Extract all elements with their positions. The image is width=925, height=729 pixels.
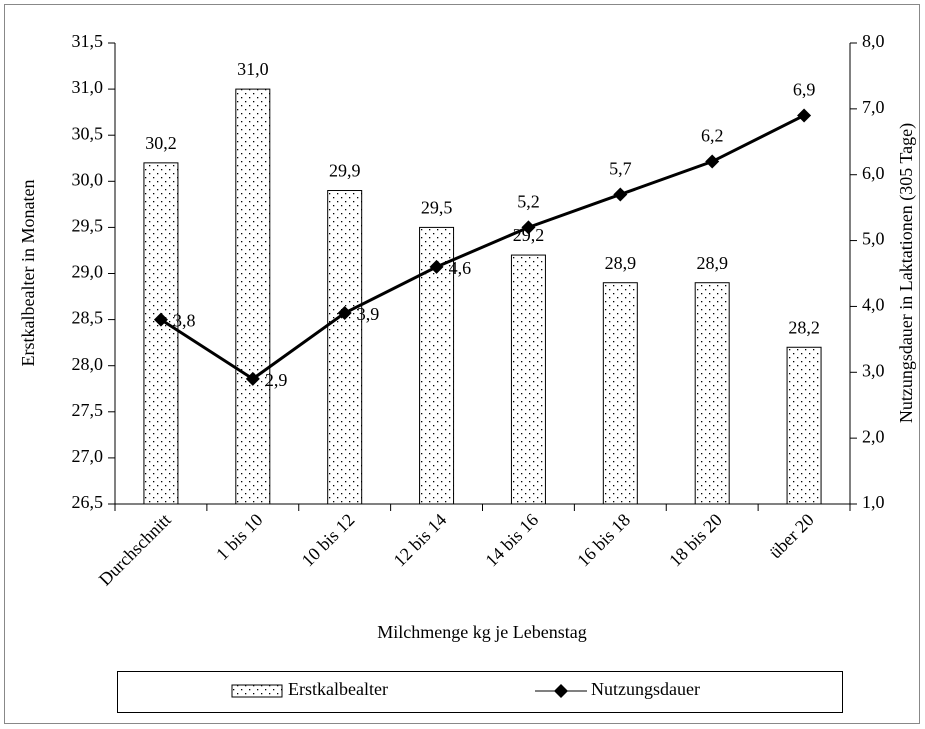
line-marker bbox=[797, 108, 812, 123]
y-tick-label: 27,5 bbox=[72, 400, 104, 420]
bar bbox=[694, 282, 730, 505]
y2-axis-title: Nutzungsdauer in Laktationen (305 Tage) bbox=[896, 123, 917, 423]
legend-marker bbox=[554, 684, 568, 698]
y2-tick-label: 7,0 bbox=[862, 97, 885, 117]
bar-value-label: 28,2 bbox=[788, 317, 820, 337]
line-marker bbox=[337, 306, 352, 321]
bar bbox=[327, 190, 363, 505]
bar-value-label: 31,0 bbox=[237, 59, 269, 79]
bar-value-label: 30,2 bbox=[145, 133, 177, 153]
legend bbox=[117, 671, 843, 713]
y-tick-label: 31,0 bbox=[72, 77, 104, 97]
y2-tick-label: 6,0 bbox=[862, 163, 885, 183]
line-marker bbox=[705, 154, 720, 169]
y-tick-label: 31,5 bbox=[72, 31, 104, 51]
y2-tick-label: 5,0 bbox=[862, 229, 885, 249]
y2-tick-label: 4,0 bbox=[862, 295, 885, 315]
y-tick-label: 26,5 bbox=[72, 492, 104, 512]
legend-label: Erstkalbealter bbox=[288, 679, 388, 699]
line bbox=[160, 114, 805, 381]
y2-tick-label: 1,0 bbox=[862, 492, 885, 512]
bar-value-label: 29,9 bbox=[329, 161, 361, 181]
line-marker bbox=[245, 371, 260, 386]
line-marker bbox=[521, 220, 536, 235]
x-axis-title: Milchmenge kg je Lebenstag bbox=[377, 622, 586, 642]
y2-tick-label: 2,0 bbox=[862, 426, 885, 446]
bar bbox=[510, 254, 546, 505]
bar-value-label: 29,5 bbox=[421, 198, 453, 218]
line-value-label: 2,9 bbox=[265, 370, 288, 390]
y-tick-label: 29,0 bbox=[72, 262, 104, 282]
chart-frame bbox=[4, 4, 920, 724]
y2-tick-label: 8,0 bbox=[862, 31, 885, 51]
bar bbox=[235, 88, 271, 505]
bar bbox=[143, 162, 179, 505]
y2-tick-label: 3,0 bbox=[862, 360, 885, 380]
y-axis-title: Erstkalbealter in Monaten bbox=[18, 180, 38, 367]
line-value-label: 5,2 bbox=[517, 192, 540, 212]
bar-value-label: 28,9 bbox=[605, 253, 637, 273]
y-tick-label: 27,0 bbox=[72, 446, 104, 466]
y-tick-label: 28,5 bbox=[72, 308, 104, 328]
bar bbox=[602, 282, 638, 505]
line-marker bbox=[429, 259, 444, 274]
legend-swatch bbox=[231, 684, 283, 698]
line-value-label: 3,9 bbox=[357, 304, 380, 324]
legend-label: Nutzungsdauer bbox=[591, 679, 700, 699]
bar-value-label: 28,9 bbox=[696, 253, 728, 273]
bar bbox=[786, 346, 822, 505]
line-marker bbox=[153, 312, 168, 327]
line-value-label: 4,6 bbox=[449, 258, 472, 278]
line-value-label: 5,7 bbox=[609, 159, 632, 179]
y-tick-label: 30,5 bbox=[72, 123, 104, 143]
line-value-label: 6,9 bbox=[793, 80, 816, 100]
y-tick-label: 29,5 bbox=[72, 216, 104, 236]
line-marker bbox=[613, 187, 628, 202]
y-tick-label: 30,0 bbox=[72, 169, 104, 189]
y-tick-label: 28,0 bbox=[72, 354, 104, 374]
line-value-label: 3,8 bbox=[173, 311, 196, 331]
line-value-label: 6,2 bbox=[701, 126, 724, 146]
